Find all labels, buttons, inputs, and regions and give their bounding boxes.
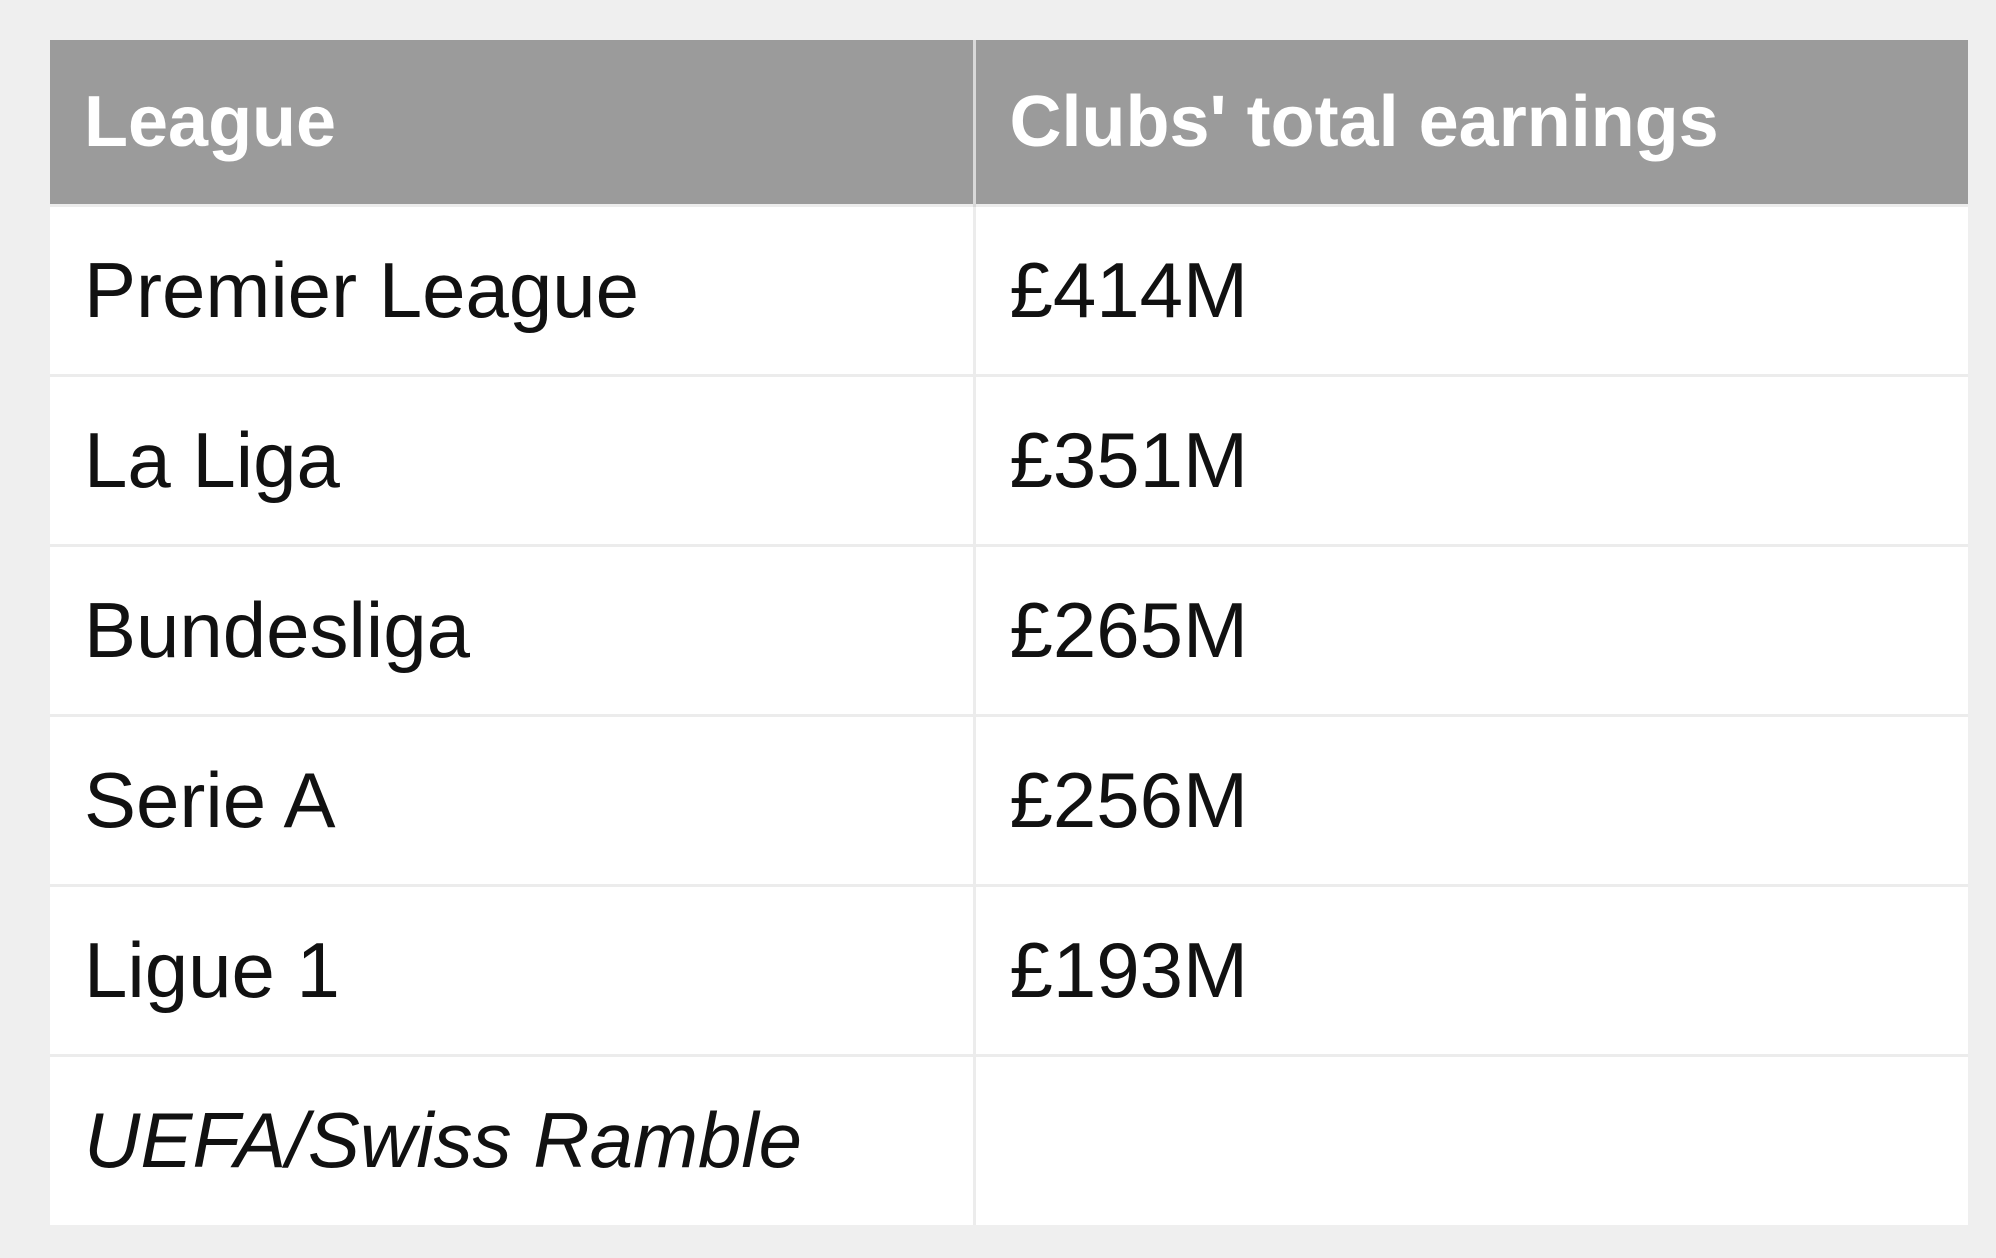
league-cell: La Liga — [50, 373, 976, 545]
table-row: Ligue 1 £193M — [50, 883, 1968, 1055]
header-earnings: Clubs' total earnings — [974, 40, 1968, 205]
earnings-cell: £265M — [974, 543, 1968, 715]
source-row: UEFA/Swiss Ramble — [50, 1053, 1968, 1225]
empty-cell — [974, 1053, 1968, 1225]
header-row: League Clubs' total earnings — [50, 40, 1968, 205]
header-league: League — [50, 40, 976, 205]
earnings-cell: £351M — [974, 373, 1968, 545]
league-cell: Bundesliga — [50, 543, 976, 715]
earnings-cell: £256M — [974, 713, 1968, 885]
league-cell: Premier League — [50, 203, 976, 375]
earnings-cell: £193M — [974, 883, 1968, 1055]
source-credit: UEFA/Swiss Ramble — [50, 1053, 976, 1225]
table-row: La Liga £351M — [50, 373, 1968, 545]
table-row: Premier League £414M — [50, 203, 1968, 375]
league-cell: Ligue 1 — [50, 883, 976, 1055]
table-row: Serie A £256M — [50, 713, 1968, 885]
table-header: League Clubs' total earnings — [50, 40, 1968, 205]
league-cell: Serie A — [50, 713, 976, 885]
earnings-cell: £414M — [974, 203, 1968, 375]
earnings-table: League Clubs' total earnings Premier Lea… — [50, 40, 1968, 1225]
table-body: Premier League £414M La Liga £351M Bunde… — [50, 203, 1968, 1225]
table-row: Bundesliga £265M — [50, 543, 1968, 715]
